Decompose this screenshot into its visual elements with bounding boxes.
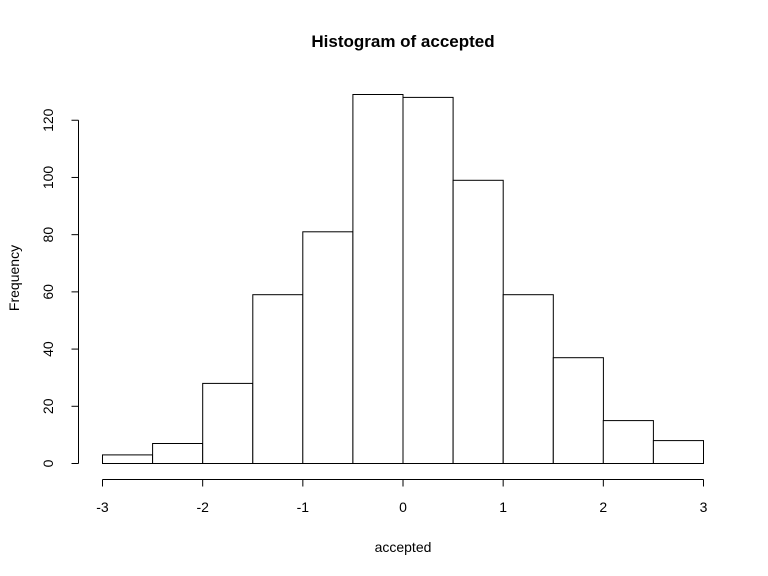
- y-tick-label: 60: [40, 284, 56, 300]
- histogram-bar: [252, 294, 304, 465]
- x-axis-label: accepted: [375, 539, 432, 555]
- x-tick-label: 0: [399, 499, 407, 515]
- x-tick-label: 3: [700, 499, 708, 515]
- bars-group: [102, 94, 705, 465]
- histogram-bar: [202, 382, 254, 464]
- x-tick-label: 1: [499, 499, 507, 515]
- y-tick-label: 20: [40, 398, 56, 414]
- histogram-bar: [602, 420, 654, 465]
- x-tick-label: -3: [96, 499, 109, 515]
- x-tick-label: -1: [297, 499, 310, 515]
- chart-title: Histogram of accepted: [311, 32, 494, 51]
- y-tick-label: 80: [40, 227, 56, 243]
- histogram-bar: [502, 294, 554, 465]
- y-axis: 0 20 40 60 80 100 120: [40, 108, 79, 467]
- x-tick-label: -2: [196, 499, 209, 515]
- histogram-bar: [652, 440, 705, 465]
- histogram-bar: [102, 454, 154, 464]
- histogram-bar: [302, 231, 354, 464]
- y-tick-label: 0: [40, 459, 56, 467]
- histogram-bar: [402, 96, 454, 465]
- x-axis: -3 -2 -1 0 1 2 3: [96, 479, 708, 515]
- y-axis-label: Frequency: [6, 245, 22, 311]
- histogram-bar: [552, 357, 604, 465]
- y-tick-label: 40: [40, 341, 56, 357]
- y-tick-label: 120: [40, 108, 56, 132]
- histogram-bar: [152, 443, 204, 464]
- histogram-bar: [352, 94, 404, 464]
- x-tick-label: 2: [599, 499, 607, 515]
- histogram-bar: [452, 179, 504, 465]
- y-tick-label: 100: [40, 166, 56, 190]
